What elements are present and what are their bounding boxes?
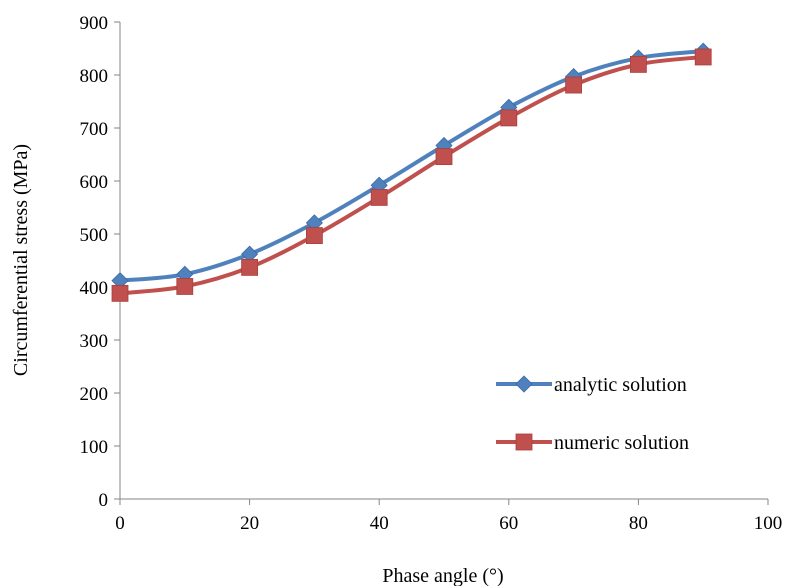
data-point (176, 278, 194, 295)
data-point (500, 109, 518, 127)
series-square (111, 48, 712, 302)
data-point (435, 148, 453, 166)
y-tick-label: 400 (80, 278, 109, 299)
series-layer (111, 42, 712, 302)
data-point (241, 258, 259, 276)
legend-item: analytic solution (496, 374, 687, 396)
y-tick-label: 900 (80, 13, 109, 34)
series-line (119, 54, 704, 296)
y-tick-label: 0 (99, 490, 109, 511)
legend-marker (515, 433, 533, 451)
x-tick-label: 80 (629, 513, 648, 534)
x-tick-label: 40 (370, 513, 389, 534)
data-point (694, 48, 712, 66)
x-axis: 0 20 40 60 80 100 (115, 498, 783, 534)
legend-item: numeric solution (496, 432, 689, 454)
y-axis-title: Circumferential stress (MPa) (10, 144, 32, 376)
x-tick-label: 100 (754, 513, 783, 534)
y-axis: 0 100 200 300 400 500 600 700 800 900 (80, 13, 121, 511)
legend-marker (515, 375, 533, 393)
x-axis-title: Phase angle (°) (382, 565, 503, 586)
legend-label: analytic solution (554, 374, 687, 396)
series-line (119, 49, 704, 283)
y-tick-label: 800 (80, 66, 109, 87)
data-point (565, 76, 582, 94)
x-tick-label: 20 (240, 513, 259, 534)
y-tick-label: 700 (80, 119, 109, 140)
data-point (630, 56, 647, 73)
series-diamond (111, 42, 712, 290)
y-tick-label: 600 (80, 172, 109, 193)
data-point (111, 284, 129, 302)
x-tick-label: 0 (115, 513, 125, 534)
x-tick-label: 60 (499, 513, 518, 534)
y-tick-label: 100 (80, 437, 109, 458)
legend: analytic solution numeric solution (496, 374, 689, 454)
data-point (370, 189, 388, 206)
y-tick-label: 500 (80, 225, 109, 246)
y-tick-label: 300 (80, 331, 109, 352)
y-tick-label: 200 (80, 384, 109, 405)
legend-label: numeric solution (554, 432, 689, 454)
data-point (305, 227, 323, 244)
